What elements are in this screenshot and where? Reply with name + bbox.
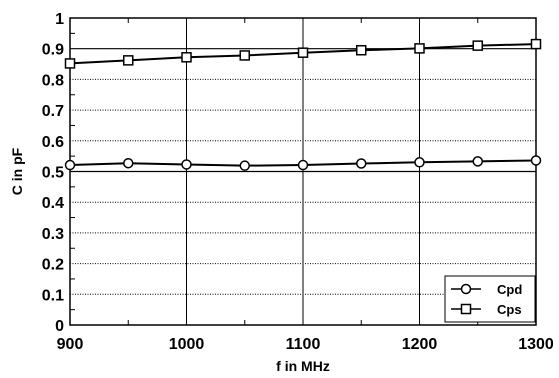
data-point-cpd: [356, 158, 367, 169]
series-layer: [64, 38, 542, 171]
y-tick-label: 1: [55, 11, 64, 28]
data-point-cpd: [123, 157, 134, 169]
legend-marker-cpd: [460, 283, 472, 295]
x-tick-label: 1000: [169, 336, 205, 353]
data-point-cps: [414, 43, 425, 54]
data-point-cps: [472, 40, 483, 51]
data-point-cpd: [181, 159, 192, 170]
y-axis-title: C in pF: [9, 147, 25, 195]
x-axis-title: f in MHz: [276, 358, 330, 374]
series-cps: [64, 38, 542, 69]
data-point-cpd: [297, 159, 309, 171]
y-tick-label: 0.4: [42, 195, 64, 212]
y-tick-label: 0.7: [42, 103, 64, 120]
data-point-cps: [123, 55, 134, 66]
data-point-cps: [239, 50, 250, 61]
data-point-cps: [356, 44, 367, 56]
legend-marker-cps: [460, 303, 472, 315]
legend-label-cps: Cps: [497, 302, 522, 317]
plot-frame: [69, 17, 537, 326]
y-tick-label: 0.5: [42, 165, 64, 182]
data-point-cps: [64, 58, 76, 69]
data-point-cps: [181, 52, 192, 63]
legend: Cpd Cps: [444, 275, 536, 323]
y-tick-label: 0.9: [42, 42, 64, 59]
y-tick-label: 0.2: [42, 257, 64, 274]
x-tick-label: 1200: [402, 336, 438, 353]
y-tick-label: 0.3: [42, 226, 64, 243]
y-tick-label: 0.6: [42, 134, 64, 151]
series-cpd: [64, 155, 542, 171]
y-tick-label: 0.1: [42, 287, 64, 304]
data-point-cps: [530, 38, 542, 50]
x-tick-label: 1100: [286, 336, 321, 353]
x-tick-labels: 900 1000 1100 1200 1300: [57, 336, 554, 353]
data-point-cpd: [64, 159, 76, 171]
data-point-cpd: [239, 160, 250, 171]
x-tick-label: 1300: [518, 336, 554, 353]
legend-entry-cpd: Cpd: [451, 282, 522, 297]
y-tick-labels: 0 0.1 0.2 0.3 0.4 0.5 0.6 0.7 0.8 0.9 1: [42, 11, 64, 335]
legend-label-cpd: Cpd: [497, 282, 522, 297]
legend-box: [444, 275, 536, 323]
y-tick-label: 0.8: [42, 72, 64, 89]
data-point-cpd: [414, 157, 425, 168]
x-tick-label: 900: [57, 336, 84, 353]
data-point-cpd: [530, 155, 542, 166]
legend-entry-cps: Cps: [451, 302, 522, 317]
data-point-cpd: [472, 156, 483, 167]
data-point-cps: [297, 47, 309, 58]
y-tick-label: 0: [55, 318, 64, 335]
